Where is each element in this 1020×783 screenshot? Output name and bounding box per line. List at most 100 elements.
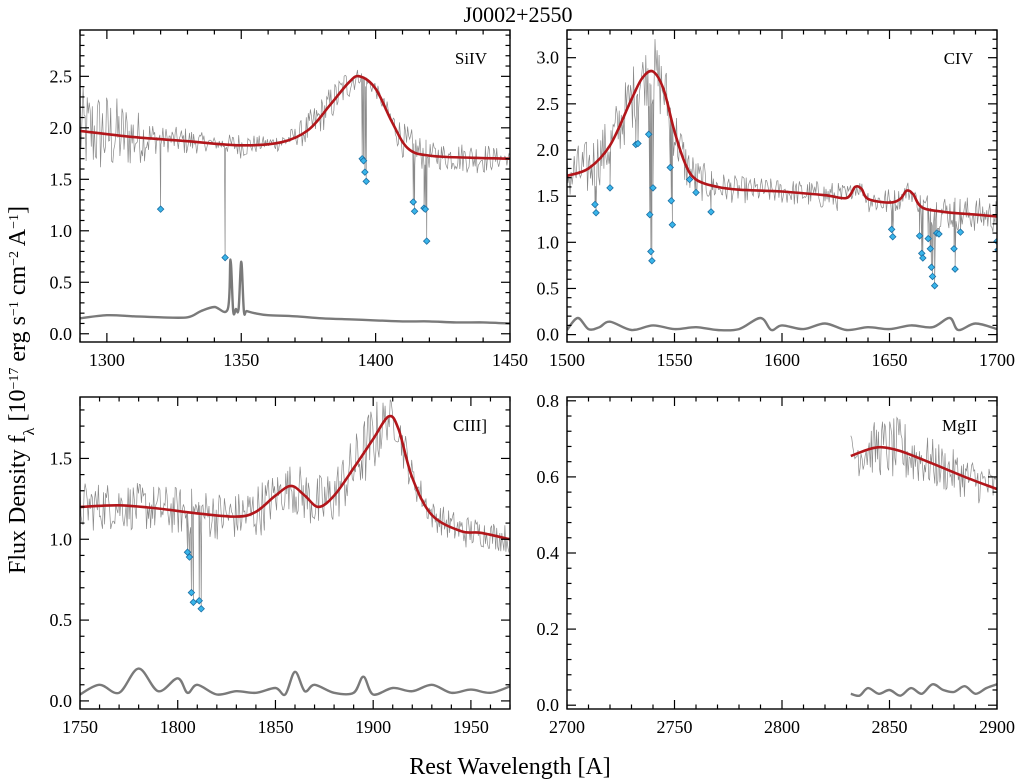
figure-title: J0002+2550 [464, 2, 573, 27]
x-tick-label: 2800 [764, 717, 800, 737]
y-tick-label: 0.4 [537, 543, 560, 563]
y-tick-label: 0.0 [537, 325, 560, 345]
absorber-marker [668, 221, 677, 229]
absorber-marker [644, 130, 653, 139]
absorber-marker [915, 232, 924, 240]
plot-area [80, 399, 510, 697]
y-tick-label: 0.6 [537, 467, 560, 487]
model-fit-line [80, 74, 510, 160]
absorber-marker [993, 237, 997, 246]
absorber-marker [887, 225, 896, 234]
model-fit-line [850, 445, 997, 491]
plot-area [567, 39, 997, 332]
absorber-marker [409, 198, 418, 206]
absorber-marker [927, 263, 936, 271]
x-tick-label: 1650 [872, 350, 908, 370]
noise-line [80, 258, 510, 325]
x-tick-label: 1550 [657, 350, 693, 370]
y-tick-label: 1.5 [537, 186, 560, 206]
plot-area [80, 69, 510, 325]
absorber-marker [926, 245, 935, 253]
absorber-marker [195, 596, 203, 605]
absorber-marker [410, 207, 419, 215]
model-fit-line [80, 414, 510, 541]
noise-line [80, 667, 510, 697]
absorber-marker [606, 184, 614, 192]
y-axis-label: Flux Density fλ [10−17 erg s−1 cm−2 A−1] [5, 206, 38, 574]
x-tick-label: 1750 [62, 717, 98, 737]
y-tick-label: 2.5 [537, 94, 560, 114]
x-tick-label: 1400 [358, 350, 394, 370]
absorber-marker [197, 605, 205, 613]
absorber-marker [692, 188, 700, 197]
x-tick-label: 1900 [355, 717, 391, 737]
absorber-marker [592, 209, 600, 217]
noise-line [567, 316, 997, 332]
absorber-marker [919, 254, 927, 262]
y-tick-label: 0.5 [537, 278, 560, 298]
x-tick-label: 2750 [657, 717, 693, 737]
y-tick-label: 2.0 [537, 140, 560, 160]
x-tick-label: 2700 [549, 717, 585, 737]
x-tick-label: 1800 [160, 717, 196, 737]
absorber-marker [591, 200, 599, 209]
panel-frame [79, 29, 511, 343]
absorber-marker [666, 163, 674, 172]
x-axis-label: Rest Wavelength [A] [409, 754, 611, 780]
y-tick-label: 0.8 [537, 391, 560, 411]
spectrum-line [80, 69, 510, 258]
y-tick-label: 2.0 [50, 118, 73, 138]
absorber-marker [685, 175, 694, 184]
y-tick-label: 0.0 [50, 324, 73, 344]
absorber-marker [930, 281, 939, 290]
panel-civ: 1500 1550 1600 1650 1700 0.0 0.5 1.0 1.5 2.0 2.5 3.… [537, 29, 1015, 370]
x-tick-label: 1300 [89, 350, 125, 370]
y-tick-label: 0.0 [50, 691, 73, 711]
absorber-marker [156, 205, 165, 213]
x-tick-label: 1700 [979, 350, 1015, 370]
x-tick-label: 1350 [223, 350, 259, 370]
spectrum-line [80, 399, 510, 609]
absorber-marker [634, 139, 642, 148]
y-tick-label: 0.0 [537, 695, 560, 715]
absorber-marker [667, 197, 676, 205]
panel-frame [566, 29, 998, 343]
panel-label: CIII] [453, 416, 487, 435]
absorber-marker [362, 177, 370, 186]
absorber-marker [951, 265, 959, 273]
panel-ciii: 1750 1800 1850 1900 1950 0.0 0.5 1.0 1.5 CIII] [50, 396, 511, 737]
panel-siiv: 1300 1350 1400 1450 0.0 0.5 1.0 1.5 2.0 2.5 SiIV [50, 29, 528, 370]
absorber-marker [707, 208, 715, 216]
panel-label: CIV [944, 49, 974, 68]
x-tick-label: 1500 [549, 350, 585, 370]
absorber-marker [950, 245, 958, 253]
absorber-marker [361, 168, 369, 176]
y-tick-label: 0.5 [50, 272, 73, 292]
panel-label: MgII [942, 416, 977, 435]
y-tick-label: 1.5 [50, 169, 73, 189]
x-tick-label: 2900 [979, 717, 1015, 737]
y-axis-label-text: Flux Density fλ [10−17 erg s−1 cm−2 A−1] [5, 206, 38, 574]
spectrum-line [567, 39, 997, 286]
absorber-marker [647, 247, 655, 256]
absorber-marker [359, 157, 368, 165]
absorber-marker [648, 257, 656, 265]
absorber-marker [649, 184, 657, 192]
y-tick-label: 1.0 [50, 529, 73, 549]
y-tick-label: 1.0 [50, 221, 73, 241]
panel-frame [79, 396, 511, 710]
plot-area [850, 416, 997, 698]
panel-mgii: 2700 2750 2800 2850 2900 0.0 0.2 0.4 0.6 0.8 MgII [537, 391, 1016, 737]
absorber-marker [935, 230, 943, 238]
y-tick-label: 0.2 [537, 619, 560, 639]
y-tick-label: 0.5 [50, 610, 73, 630]
absorber-marker [421, 205, 430, 213]
absorber-marker [187, 588, 196, 597]
x-tick-label: 1600 [764, 350, 800, 370]
absorber-marker [646, 210, 654, 219]
y-tick-label: 1.0 [537, 232, 560, 252]
absorber-marker [422, 237, 431, 245]
absorber-marker [185, 553, 194, 561]
absorber-marker [928, 272, 937, 281]
